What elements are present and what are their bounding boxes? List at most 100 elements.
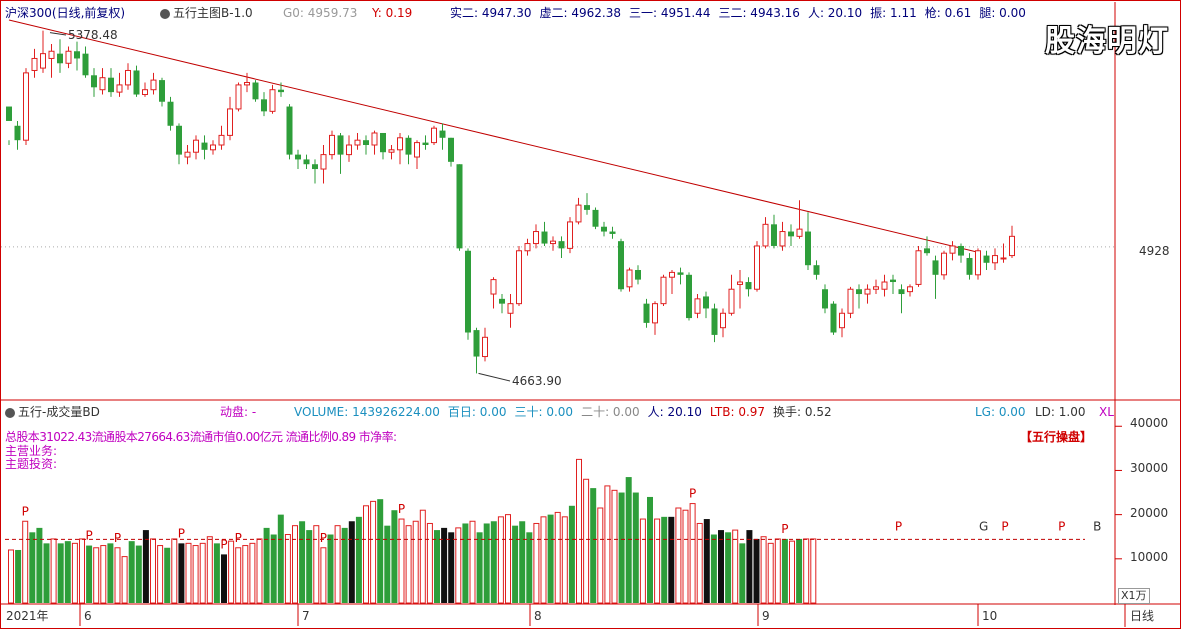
volume-bar — [412, 520, 419, 604]
share-info-line: 总股本31022.43流通股本27664.63流通市值0.00亿元 流通比例0.… — [5, 430, 397, 444]
volume-bar — [661, 516, 668, 603]
volume-marker: P — [689, 487, 696, 501]
candle-body — [626, 269, 633, 288]
volume-bar — [668, 516, 675, 603]
volume-indicator-menu-icon[interactable] — [5, 407, 15, 418]
volume-bar — [448, 532, 455, 603]
volume-bar — [256, 538, 263, 604]
candle-body — [252, 82, 259, 100]
volume-fields: VOLUME: 143926224.00 百日: 0.00 三十: 0.00 二十: … — [294, 405, 840, 419]
volume-bar — [299, 521, 306, 603]
candle-body — [737, 281, 743, 285]
volume-field-3: 二十: 0.00 — [581, 405, 640, 419]
volume-bar — [128, 541, 135, 603]
candle-body — [397, 137, 403, 151]
candle-body — [337, 135, 344, 155]
time-label-year: 2021年 — [6, 609, 49, 623]
volume-indicator-name: 五行-成交量BD — [18, 405, 100, 419]
volume-indicator-title[interactable]: 五行-成交量BD — [5, 405, 100, 419]
candle-body — [635, 270, 641, 280]
candle-body — [915, 250, 922, 285]
main-business-label: 主营业务: — [5, 444, 58, 458]
candle-body — [142, 89, 148, 96]
time-label-sep: 9 — [762, 609, 770, 623]
volume-bar — [455, 527, 462, 604]
volume-bar — [654, 518, 661, 604]
volume-bar — [263, 527, 270, 603]
candle-body — [465, 250, 471, 333]
candle-body — [482, 336, 488, 358]
volume-bar — [327, 534, 334, 603]
volume-bar — [604, 485, 611, 604]
candle-body — [414, 142, 420, 158]
volume-bar — [171, 538, 178, 604]
indicator-title[interactable]: 五行主图B-1.0 — [160, 6, 253, 20]
period-button[interactable]: 日线 — [1130, 609, 1155, 623]
candle-body — [507, 303, 514, 314]
volume-bar — [86, 545, 93, 603]
candle-body — [320, 154, 327, 170]
candle-body — [711, 308, 718, 335]
candle-body — [788, 231, 794, 237]
candle-body — [567, 221, 573, 249]
volume-bar — [270, 534, 277, 603]
candle-body — [771, 224, 777, 246]
volume-bar — [611, 489, 618, 604]
volume-bar — [121, 556, 128, 604]
volume-bar — [490, 521, 497, 603]
volume-marker: B — [1093, 520, 1101, 534]
volume-bar — [363, 505, 369, 604]
candle-body — [74, 51, 80, 59]
indicator-menu-icon[interactable] — [160, 8, 170, 19]
volume-marker: P — [895, 520, 902, 534]
volume-bar — [781, 538, 788, 603]
volume-bar — [675, 507, 682, 604]
candle-body — [720, 312, 726, 329]
volume-field-0: VOLUME: 143926224.00 — [294, 405, 440, 419]
ld-value: LD: 1.00 — [1035, 405, 1086, 419]
volume-field-1: 百日: 0.00 — [447, 405, 507, 419]
high-marker — [49, 32, 67, 36]
volume-bar — [164, 547, 171, 603]
volume-bar — [462, 523, 469, 603]
volume-marker: P — [178, 526, 185, 540]
candle-body — [235, 84, 242, 110]
candle-body — [703, 296, 709, 309]
candle-body — [652, 303, 658, 324]
volume-bar — [725, 532, 732, 603]
low-marker — [478, 372, 511, 382]
price-axis-label: 4928 — [1139, 244, 1170, 258]
candle-body — [754, 245, 760, 290]
volume-bar — [277, 514, 284, 603]
candle-body — [295, 154, 301, 160]
volume-bar — [590, 488, 597, 603]
candle-body — [779, 231, 786, 247]
volume-field-4: 人: 20.10 — [647, 405, 702, 419]
candle-body — [728, 288, 735, 314]
volume-bar — [625, 477, 632, 603]
volume-marker: P — [320, 531, 327, 545]
volume-bar — [753, 538, 760, 603]
volume-bar — [29, 532, 36, 603]
header-fields: 实二: 4947.30 虚二: 4962.38 三一: 4951.44 三二: 494… — [450, 6, 1034, 20]
candle-body — [584, 205, 590, 210]
volume-field-6: 换手: 0.52 — [773, 405, 832, 419]
candle-body — [456, 164, 463, 249]
volume-bar — [803, 538, 810, 604]
volume-bar — [22, 520, 29, 604]
time-label-jun: 6 — [84, 609, 92, 623]
volume-bar — [419, 509, 426, 604]
volume-bar — [618, 492, 625, 603]
volume-bar — [476, 532, 483, 603]
volume-bar — [292, 525, 298, 604]
wuxing-badge[interactable]: 【五行操盘】 — [1020, 430, 1093, 444]
volume-bar — [597, 507, 604, 604]
volume-bar — [398, 518, 405, 604]
high-annotation: 5378.48 — [68, 28, 118, 42]
volume-unit: X1万 — [1118, 588, 1150, 604]
volume-bar — [540, 516, 547, 604]
volume-bar — [554, 511, 561, 604]
low-annotation: 4663.90 — [512, 374, 562, 388]
candle-body — [473, 330, 480, 357]
volume-bar — [142, 530, 149, 603]
